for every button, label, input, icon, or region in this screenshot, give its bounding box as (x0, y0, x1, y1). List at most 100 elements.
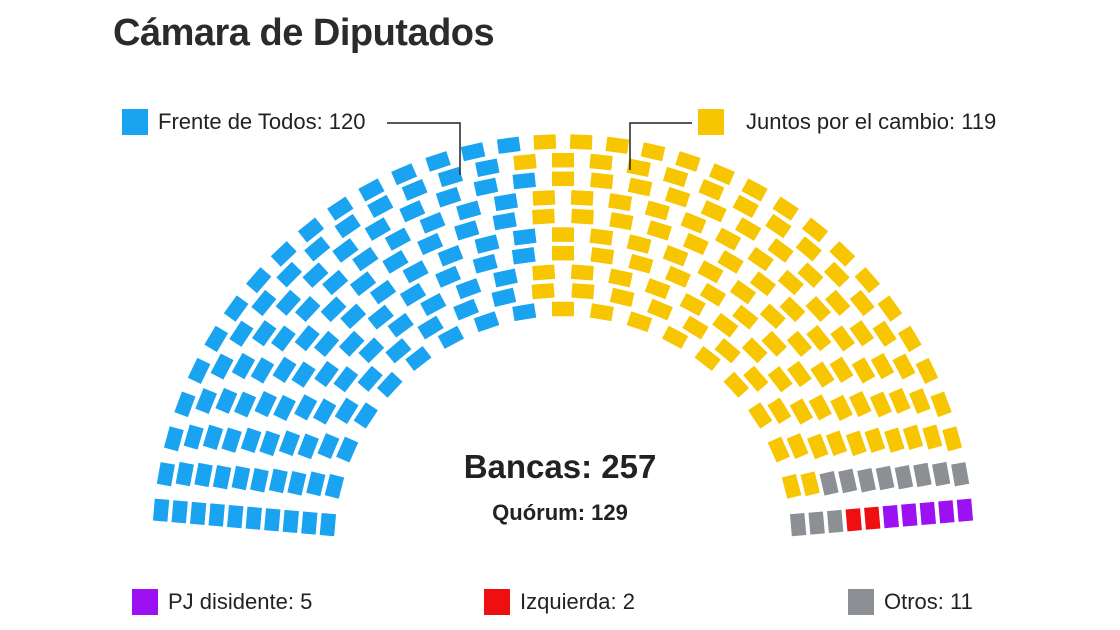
seat (221, 427, 242, 453)
seat (437, 166, 464, 188)
seat (699, 282, 727, 307)
seat (747, 246, 774, 272)
seat (533, 134, 557, 150)
legend-juntos-por-el-cambio: Juntos por el cambio: 119 (698, 109, 996, 135)
seat (552, 171, 574, 187)
seat (435, 265, 462, 288)
seat (251, 289, 277, 317)
seat (823, 261, 850, 288)
seat (712, 312, 739, 338)
seat (767, 436, 790, 463)
seat (922, 424, 943, 450)
seat (807, 433, 829, 460)
seat (455, 278, 482, 300)
seat (875, 465, 895, 491)
seat (552, 152, 574, 168)
seat (870, 352, 895, 380)
seat (532, 264, 556, 281)
seat (358, 337, 385, 364)
seat (662, 244, 689, 267)
seat (322, 269, 349, 296)
seat (609, 287, 635, 307)
seat (512, 303, 537, 322)
seat (385, 338, 412, 364)
seat (387, 312, 414, 338)
seat (779, 296, 806, 323)
seat (552, 227, 574, 242)
seat (435, 186, 462, 208)
seat (240, 427, 262, 454)
seat (340, 303, 367, 330)
seat (333, 366, 359, 393)
seat (491, 287, 517, 307)
seat (661, 325, 689, 349)
seat (512, 172, 536, 190)
seat (369, 279, 397, 305)
seat (570, 190, 594, 206)
seat (512, 228, 537, 246)
seat (808, 394, 832, 421)
seat (227, 505, 244, 529)
seat (319, 513, 337, 537)
seat (456, 200, 482, 221)
seat (892, 353, 916, 380)
seat (888, 387, 911, 414)
seat (679, 292, 706, 317)
seat (250, 467, 269, 493)
seat (717, 250, 744, 274)
seat (367, 194, 394, 218)
seat (735, 217, 762, 241)
seat (919, 501, 937, 525)
seat (204, 325, 229, 353)
seat (250, 357, 275, 384)
seat (352, 246, 379, 272)
seat (877, 295, 903, 322)
seat (808, 511, 825, 535)
seat (714, 227, 742, 251)
seat (312, 398, 337, 425)
seat (864, 506, 881, 530)
seat (589, 228, 614, 246)
seat (787, 360, 812, 388)
seat (294, 324, 320, 352)
seat (401, 179, 428, 201)
seat (245, 506, 262, 530)
seat (287, 470, 307, 496)
seat (259, 430, 281, 457)
seat (741, 178, 768, 202)
seat (364, 217, 391, 241)
seat (845, 430, 867, 457)
seat (675, 151, 701, 172)
seat (297, 433, 319, 460)
seat (382, 250, 409, 274)
legend-izquierda: Izquierda: 2 (484, 589, 635, 615)
seat (781, 473, 802, 499)
seat (334, 213, 361, 239)
legend-swatch (698, 109, 724, 135)
seat (590, 172, 614, 190)
seat (210, 353, 234, 380)
seat (569, 134, 593, 150)
seat (951, 462, 970, 487)
seat (845, 508, 862, 532)
seat (183, 424, 204, 450)
seat (357, 365, 383, 392)
seat (938, 500, 955, 524)
seat (608, 268, 633, 288)
seat (708, 163, 735, 186)
seat (830, 394, 853, 421)
seat (680, 211, 707, 234)
seat (902, 424, 924, 450)
seat (913, 462, 932, 488)
seat (531, 283, 555, 300)
seat (304, 236, 331, 262)
seat (189, 501, 207, 525)
seat (187, 357, 211, 384)
seat (646, 220, 672, 241)
seat (294, 394, 318, 421)
seat (626, 234, 652, 254)
seat (749, 271, 777, 297)
seat (275, 289, 302, 316)
seat (759, 303, 786, 330)
seat (552, 301, 574, 317)
